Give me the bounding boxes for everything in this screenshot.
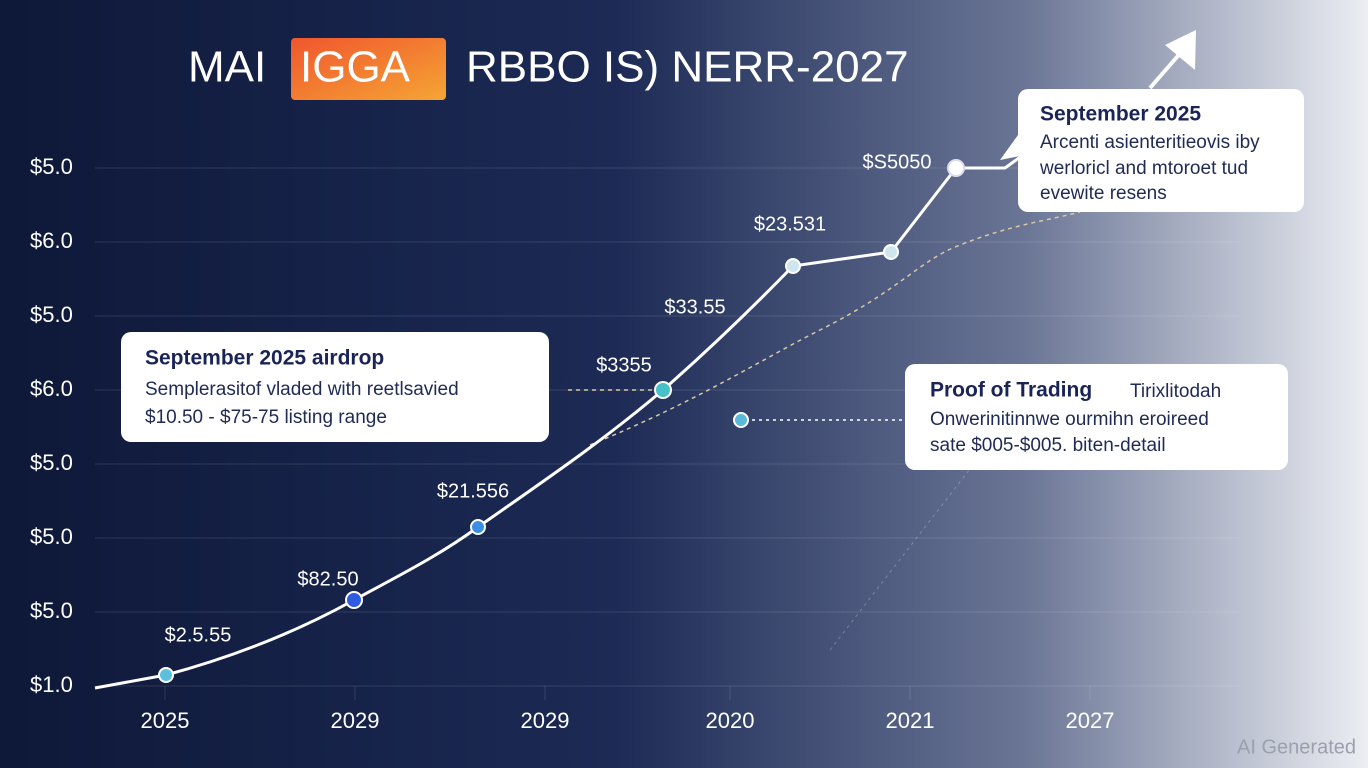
points (158, 159, 965, 683)
callout-title: Proof of Trading (930, 379, 1092, 402)
callout-line: Arcenti asienteritieovis iby (1040, 132, 1260, 153)
x-axis-label: 2021 (886, 708, 935, 733)
x-axis-label: 2020 (706, 708, 755, 733)
point-label: $2.5.55 (165, 624, 232, 646)
point-label: $3355 (596, 354, 652, 376)
callout (121, 332, 549, 442)
callout-line: werloricl and mtoroet tud (1039, 158, 1248, 179)
watermark: AI Generated (1237, 736, 1356, 758)
price-line (94, 148, 1031, 690)
x-axis-label: 2025 (141, 708, 190, 733)
callout-title: September 2025 airdrop (145, 347, 384, 370)
point (345, 591, 363, 609)
y-axis-label: $1.0 (30, 672, 73, 697)
point (654, 381, 672, 399)
x-axis-label: 2029 (521, 708, 570, 733)
y-axis-label: $5.0 (30, 524, 73, 549)
point (470, 519, 486, 535)
point-label: $S5050 (863, 151, 932, 173)
point-label: $23.531 (754, 213, 826, 235)
callout-line: evewite resens (1040, 183, 1167, 204)
x-axis-label: 2029 (331, 708, 380, 733)
y-axis-label: $6.0 (30, 228, 73, 253)
point (158, 667, 174, 683)
callout-title: September 2025 (1040, 103, 1201, 126)
y-axis-label: $5.0 (30, 450, 73, 475)
point-label: $82.50 (297, 568, 358, 590)
title: RBBO IS) NERR-2027 (466, 43, 909, 92)
callout-line: sate $005-$005. biten-detail (930, 435, 1166, 456)
trend-line (589, 211, 1081, 446)
callout (1018, 89, 1304, 212)
callout-title-suffix: Tirixlitodah (1130, 381, 1221, 402)
point (883, 244, 899, 260)
callout-line: $10.50 - $75-75 listing range (145, 407, 387, 428)
title-highlight-text: IGGA (300, 43, 411, 92)
arrow-head (1165, 30, 1196, 70)
y-axis-label: $5.0 (30, 154, 73, 179)
callout (905, 364, 1288, 470)
title: MAI (188, 43, 266, 92)
point (733, 412, 749, 428)
callout-line: Semplerasitof vladed with reetlsavied (145, 379, 459, 400)
point-label: $21.556 (437, 480, 509, 502)
y-axis-label: $6.0 (30, 376, 73, 401)
y-axis-label: $5.0 (30, 302, 73, 327)
x-axis-label: 2027 (1066, 708, 1115, 733)
title-highlight (291, 38, 446, 100)
point (947, 159, 965, 177)
point-label: $33.55 (664, 296, 725, 318)
callout-line: Onwerinitinnwe ourmihn eroireed (930, 409, 1209, 430)
point (785, 258, 801, 274)
labels: $5.0 $6.0 $5.0 $6.0 $5.0 $5.0 $5.0 $1.0 2025 2029… (30, 151, 1114, 733)
y-axis-label: $5.0 (30, 598, 73, 623)
